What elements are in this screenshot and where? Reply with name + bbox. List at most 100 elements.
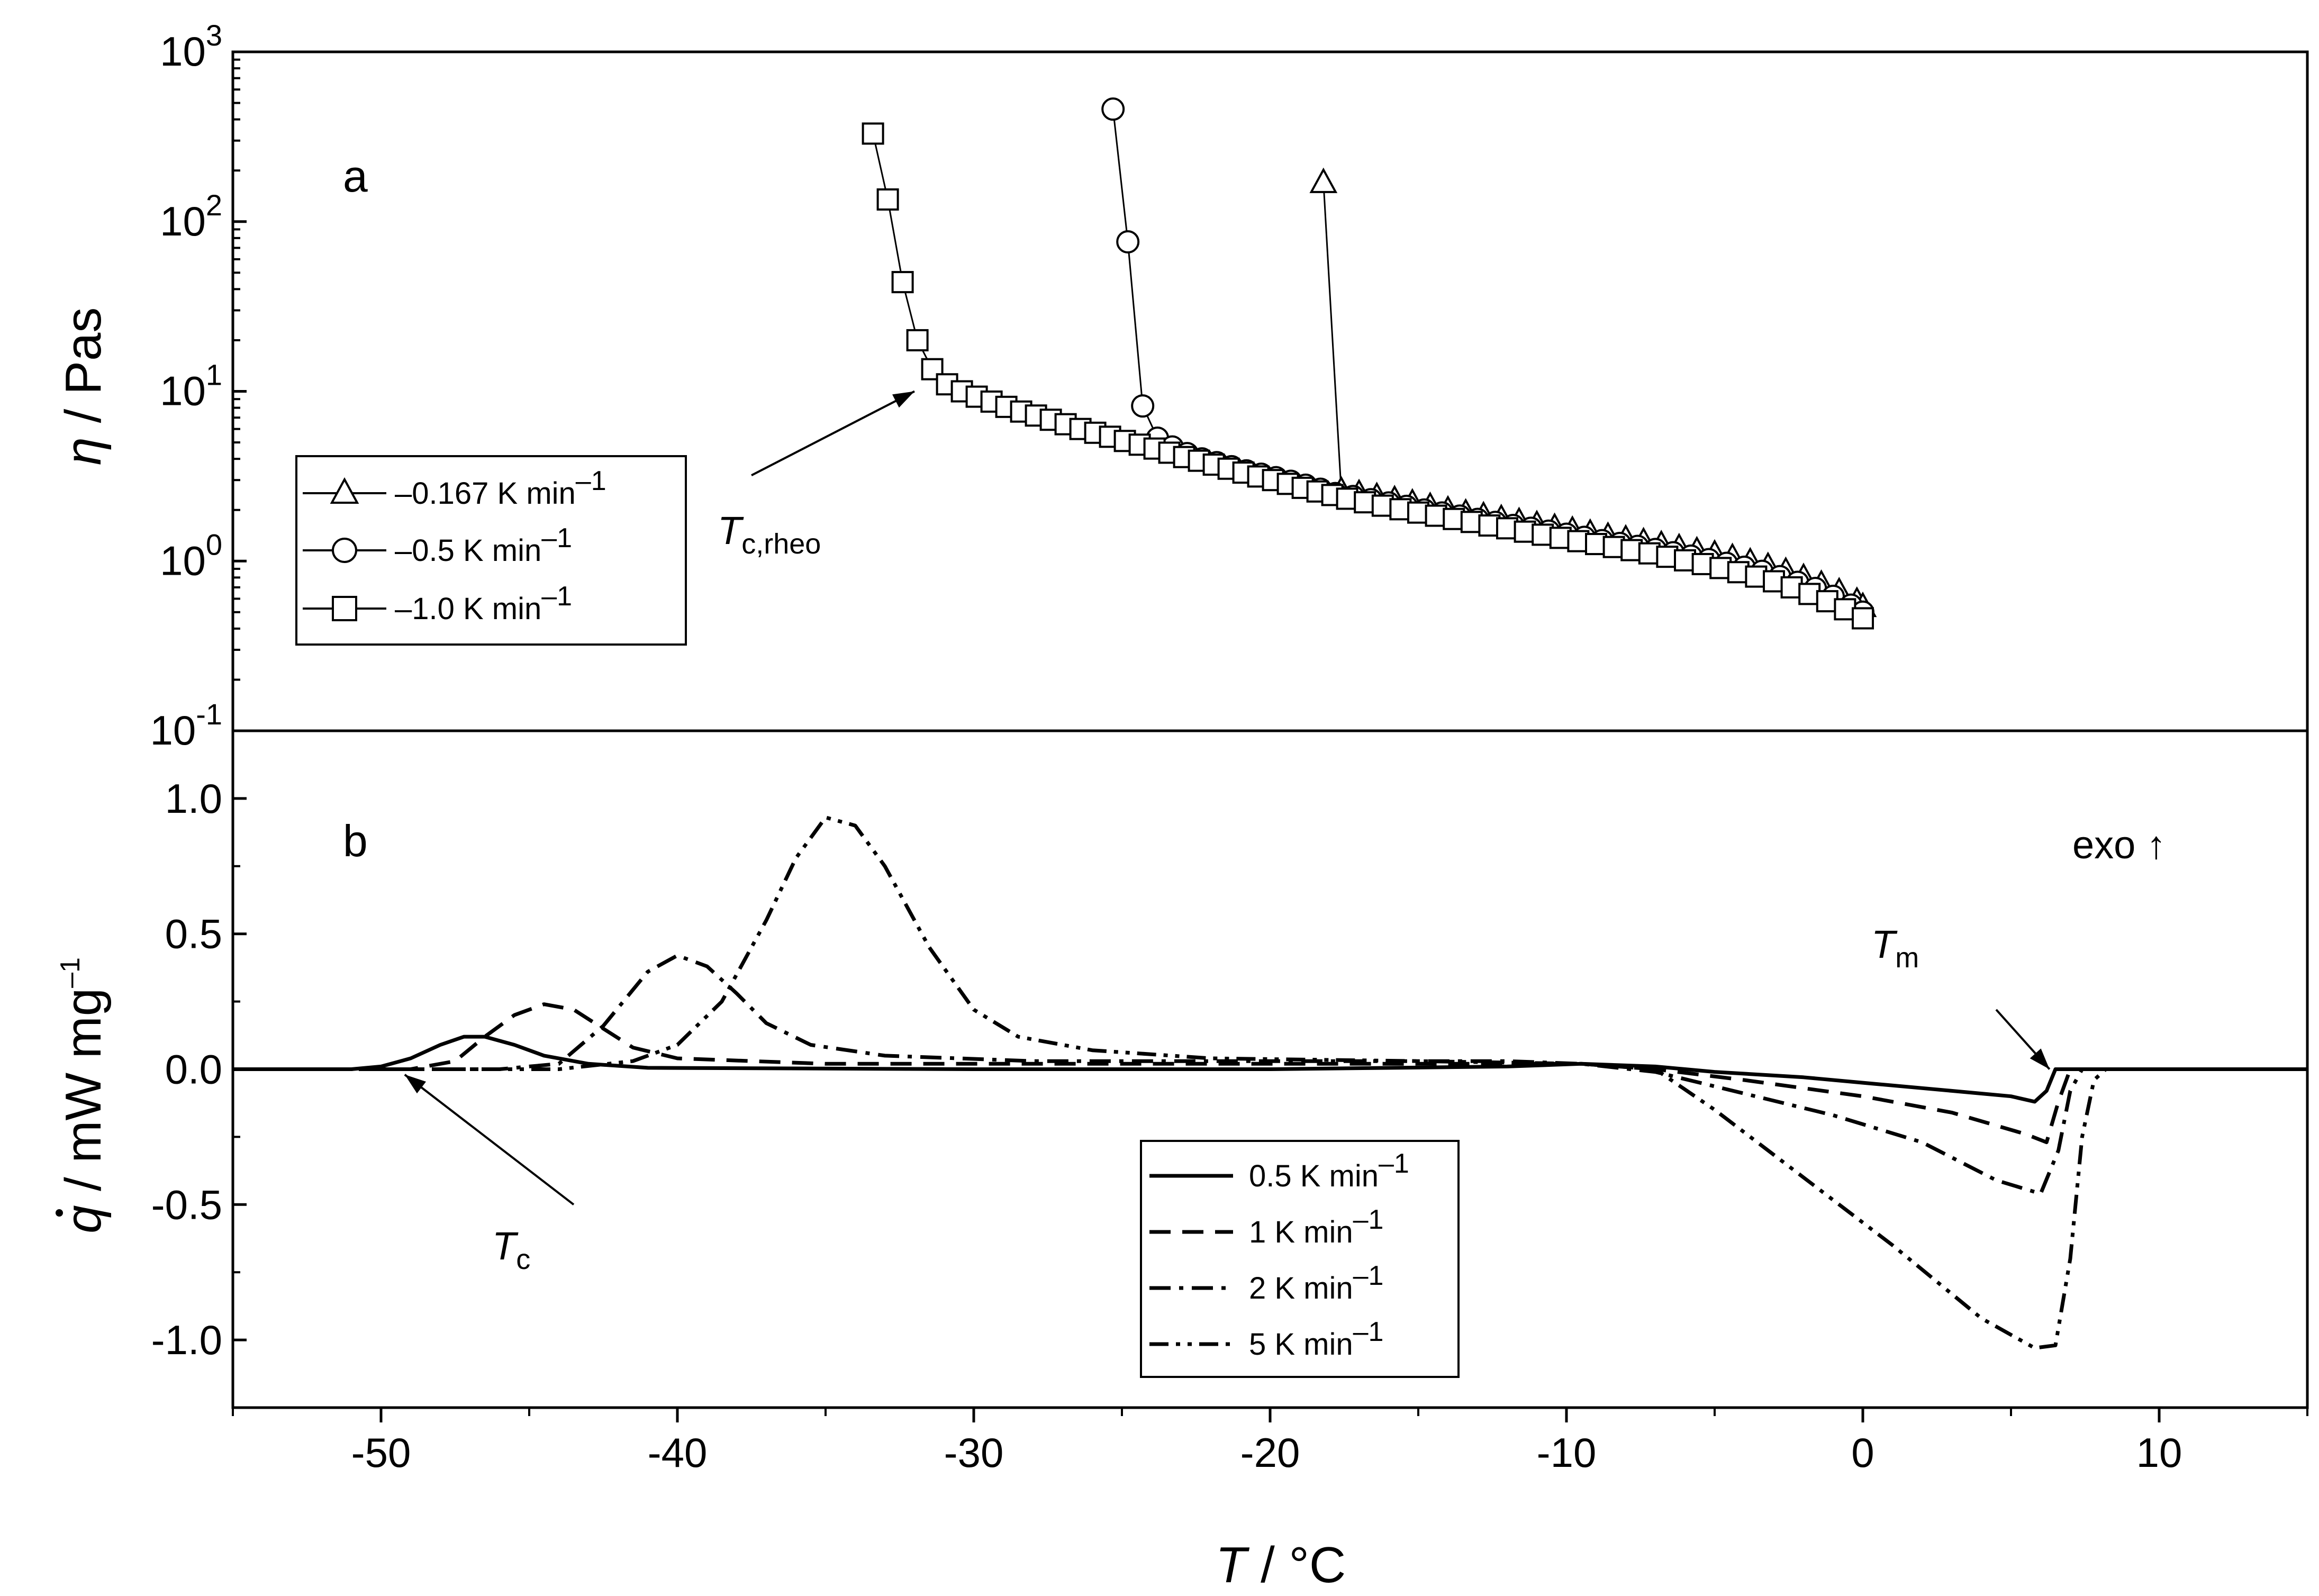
panel-b: -1.0 -0.5 0.0 0.5 1.0 -50 -40 -30 -20 -10 0 10 b e… xyxy=(55,730,2308,1593)
legend-name-2: 2 K min xyxy=(1249,1271,1353,1305)
panel-b-y-symbol: q xyxy=(55,1205,112,1234)
x-tick-label: -30 xyxy=(944,1429,1004,1476)
legend-marker-circle xyxy=(332,538,357,563)
x-unit: / °C xyxy=(1246,1537,1346,1593)
panel-b-x-ticks: -50 -40 -30 -20 -10 0 10 xyxy=(232,1408,2308,1476)
panel-b-lines xyxy=(233,815,2307,1350)
panel-a-y-tick-label: 102 xyxy=(160,188,222,244)
legend-exp-circle: –1 xyxy=(541,523,572,554)
panel-b-y-ticks: -1.0 -0.5 0.0 0.5 1.0 xyxy=(151,730,247,1409)
tc-rheo-arrow-head xyxy=(892,391,914,408)
legend-exp-2: –1 xyxy=(1353,1261,1384,1291)
tc-symbol: T xyxy=(492,1224,519,1268)
legend-name-05: 0.5 K min xyxy=(1249,1159,1379,1193)
legend-name-square: –1.0 K min xyxy=(395,592,541,626)
data-point-square xyxy=(862,122,884,145)
legend-item-5: 5 K min–1 xyxy=(1149,1317,1383,1362)
data-point-circle xyxy=(1116,230,1140,253)
legend-label-triangle: –0.167 K min–1 xyxy=(395,466,606,511)
legend-name-circle: –0.5 K min xyxy=(395,533,541,568)
tick-base: 10 xyxy=(160,368,206,414)
panel-b-y-tick-label: -0.5 xyxy=(151,1181,222,1228)
legend-marker-square xyxy=(332,596,357,621)
data-point-square xyxy=(891,271,914,294)
tick-base: 10 xyxy=(150,707,196,754)
data-point-square xyxy=(1852,607,1874,630)
legend-label-2: 2 K min–1 xyxy=(1249,1261,1383,1305)
panel-a-legend: –0.167 K min–1 –0.5 K min–1 –1.0 K min–1 xyxy=(295,455,687,646)
tc-annotation: Tc xyxy=(492,1224,530,1275)
panel-a-label: a xyxy=(343,151,368,201)
legend-name-1: 1 K min xyxy=(1249,1215,1353,1249)
legend-item-05: 0.5 K min–1 xyxy=(1149,1148,1409,1193)
panel-b-y-exp: –1 xyxy=(55,957,86,988)
data-point-triangle xyxy=(1309,167,1338,193)
panel-b-legend: 0.5 K min–1 1 K min–1 2 K min–1 5 K min–… xyxy=(1140,1140,1460,1378)
tm-annotation: Tm xyxy=(1871,922,1919,974)
x-symbol: T xyxy=(1216,1537,1250,1593)
x-tick-label: 10 xyxy=(2136,1429,2182,1476)
legend-label-circle: –0.5 K min–1 xyxy=(395,523,572,568)
x-tick-label: -20 xyxy=(1240,1429,1300,1476)
series-line-dashdot xyxy=(233,954,2307,1196)
q-dot-accent xyxy=(56,1209,63,1217)
legend-exp-5: –1 xyxy=(1353,1317,1384,1347)
legend-item-square: –1.0 K min–1 xyxy=(303,581,572,626)
panel-a-y-unit: / Pas xyxy=(55,307,112,437)
series-line-solid xyxy=(233,1035,2307,1104)
panel-b-frame xyxy=(231,729,2309,1409)
tc-rheo-arrow-shaft xyxy=(751,390,915,477)
panel-b-legend-box xyxy=(1140,1140,1460,1378)
tm-subscript: m xyxy=(1895,942,1919,974)
panel-a-y-tick-label: 100 xyxy=(160,528,222,584)
data-point-circle xyxy=(1131,394,1155,418)
x-tick-label: -40 xyxy=(648,1429,708,1476)
panel-a-y-tick-label: 103 xyxy=(160,19,222,75)
data-point-square xyxy=(876,188,899,211)
legend-exp-1: –1 xyxy=(1353,1204,1384,1235)
panel-b-y-tick-label: 1.0 xyxy=(165,775,222,822)
tick-base: 10 xyxy=(160,28,206,75)
annotation-arrow-head xyxy=(404,1074,427,1094)
panel-b-y-tick-label: 0.5 xyxy=(165,911,222,957)
panel-b-arrows xyxy=(404,1009,2051,1205)
annotation-arrow-head xyxy=(2030,1048,2050,1069)
panel-b-label: b xyxy=(343,816,368,866)
legend-label-square: –1.0 K min–1 xyxy=(395,581,572,626)
legend-item-circle: –0.5 K min–1 xyxy=(303,523,572,568)
panel-b-y-title-text: q / mW mg–1 xyxy=(55,957,112,1234)
x-tick-label: 0 xyxy=(1851,1429,1874,1476)
data-point-square xyxy=(906,329,929,351)
annotation-arrow-shaft xyxy=(404,1074,575,1205)
panel-b-y-tick-label: -1.0 xyxy=(151,1317,222,1363)
legend-item-triangle: –0.167 K min–1 xyxy=(303,466,606,511)
tm-symbol: T xyxy=(1871,922,1898,966)
legend-item-2: 2 K min–1 xyxy=(1149,1261,1383,1305)
panel-a-y-symbol: η xyxy=(55,437,112,465)
legend-exp-05: –1 xyxy=(1379,1148,1409,1179)
panel-a-y-axis-title: η / Pas xyxy=(55,307,112,466)
series-line-dash xyxy=(233,1002,2307,1145)
legend-label-1: 1 K min–1 xyxy=(1249,1204,1383,1249)
x-tick-label: -50 xyxy=(351,1429,411,1476)
exo-annotation: exo ↑ xyxy=(2072,823,2166,867)
data-point-circle xyxy=(1101,97,1125,121)
legend-label-5: 5 K min–1 xyxy=(1249,1317,1383,1362)
tick-base: 10 xyxy=(160,198,206,244)
legend-label-05: 0.5 K min–1 xyxy=(1249,1148,1409,1193)
legend-marker-triangle xyxy=(330,477,359,504)
legend-exp-square: –1 xyxy=(541,581,572,612)
panel-a-arrows xyxy=(751,390,915,477)
tc-subscript: c xyxy=(516,1244,530,1275)
legend-name-triangle: –0.167 K min xyxy=(395,476,576,511)
legend-name-5: 5 K min xyxy=(1249,1327,1353,1362)
tick-exp: 0 xyxy=(206,528,222,561)
panel-b-y-axis-title: q / mW mg–1 xyxy=(55,957,112,1234)
legend-item-1: 1 K min–1 xyxy=(1149,1204,1383,1249)
tc-rheo-symbol: T xyxy=(718,509,744,552)
panel-a-marks xyxy=(862,97,1877,630)
x-axis-title: T / °C xyxy=(1216,1537,1346,1593)
legend-exp-triangle: –1 xyxy=(576,466,606,496)
